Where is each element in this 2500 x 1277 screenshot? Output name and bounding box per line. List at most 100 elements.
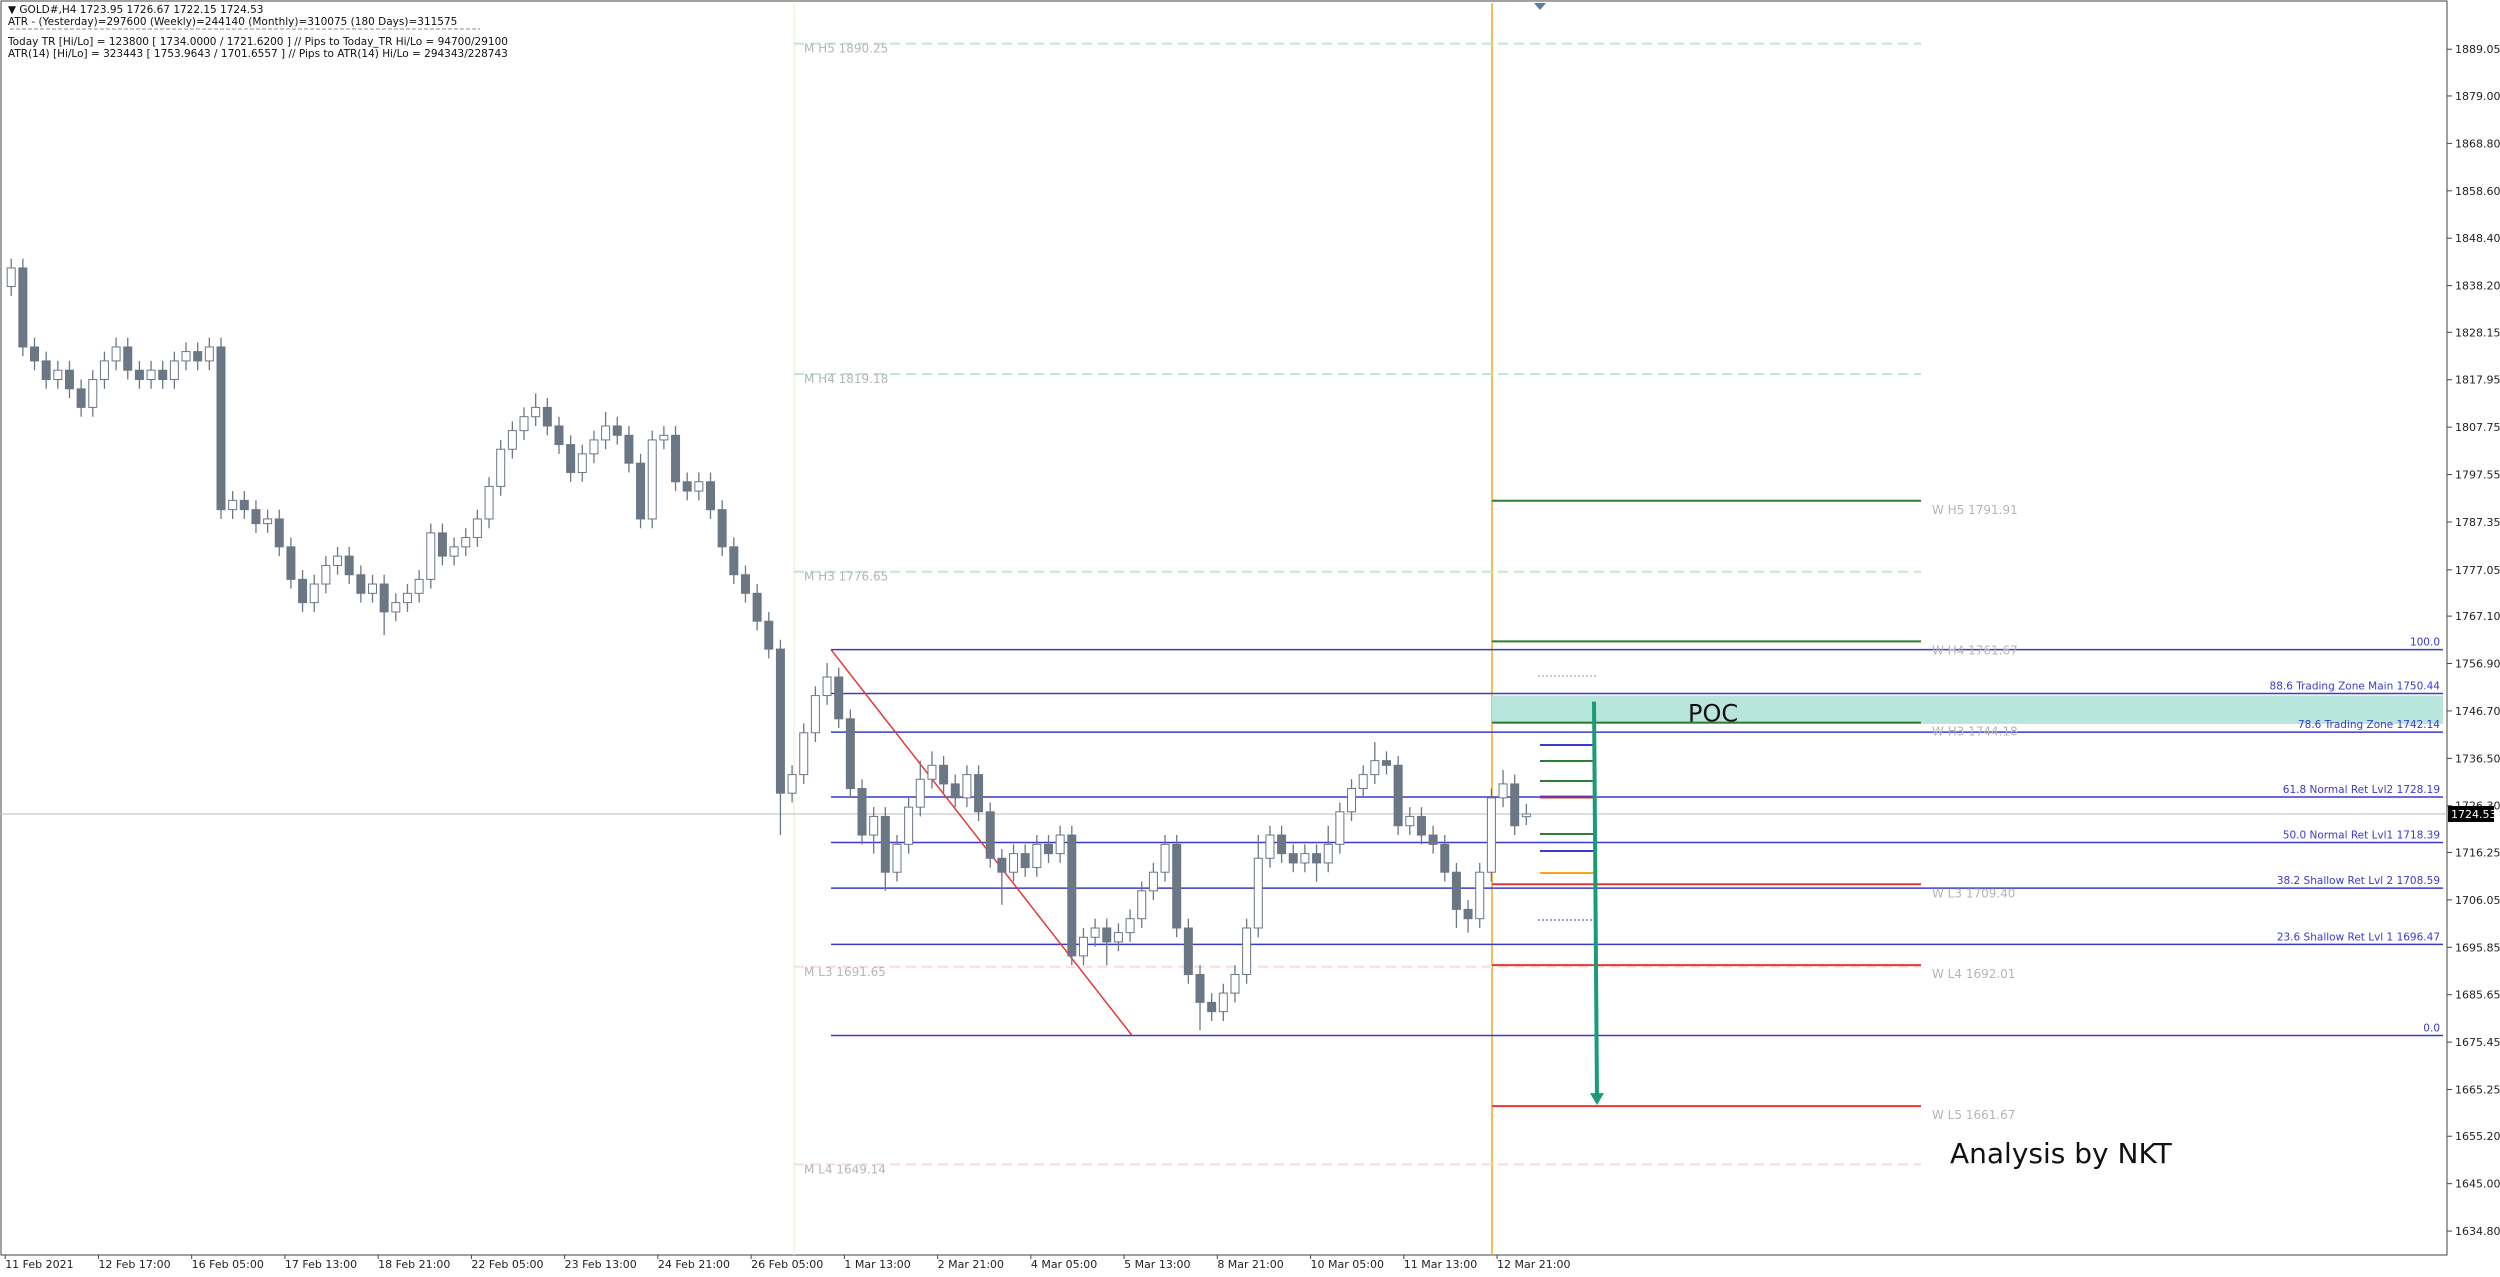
x-tick-label: 8 Mar 21:00 [1217, 1258, 1283, 1271]
candle-body [834, 676, 844, 720]
candle-body [30, 346, 40, 362]
candle-body [1323, 843, 1333, 864]
candle-body [193, 351, 203, 362]
candle-body [1463, 908, 1473, 920]
header-line: ATR(14) [Hi/Lo] = 323443 [ 1753.9643 / 1… [8, 48, 508, 60]
x-tick-label: 1 Mar 13:00 [844, 1258, 910, 1271]
candle-body [950, 783, 960, 799]
y-tick-label: 1848.40 [2455, 232, 2500, 245]
candle-body [1195, 973, 1205, 1003]
header-line: ▼ GOLD#,H4 1723.95 1726.67 1722.15 1724.… [8, 4, 264, 16]
candle-body [472, 518, 482, 539]
candle-body [1160, 843, 1170, 873]
candle-body [274, 518, 284, 548]
candle-body [706, 481, 715, 511]
candle-body [1043, 843, 1053, 855]
candle-body [426, 532, 436, 580]
x-tick-label: 12 Feb 17:00 [98, 1258, 170, 1271]
candle-body [799, 732, 809, 776]
candle-body [1253, 857, 1263, 929]
candle-body [263, 518, 273, 525]
candle-body [1207, 1001, 1217, 1013]
candle-body [1405, 815, 1415, 827]
candle-body [787, 774, 797, 794]
candle-body [810, 695, 820, 734]
annotation: Analysis by NKT [1950, 1137, 2173, 1170]
candle-body [134, 369, 144, 381]
candle-body [344, 555, 354, 576]
candle-body [286, 546, 296, 580]
monthly-level-label: M H3 1776.65 [804, 570, 888, 584]
x-tick-label: 2 Mar 21:00 [938, 1258, 1004, 1271]
fib-level-label: 0.0 [2423, 1023, 2440, 1035]
weekly-level-label: W L5 1661.67 [1932, 1108, 2015, 1122]
candle-body [880, 815, 890, 873]
candle-body [740, 574, 750, 594]
candle-body [181, 351, 191, 362]
candle-body [659, 434, 669, 441]
fib-level-label: 50.0 Normal Ret Lvl1 1718.39 [2283, 830, 2440, 842]
candle-body [857, 788, 867, 836]
candle-body [368, 583, 378, 594]
current-price-box [2448, 805, 2494, 822]
y-tick-label: 1777.05 [2455, 564, 2500, 577]
candle-body [1370, 760, 1380, 776]
candle-body [1090, 927, 1100, 938]
fib-anchor [830, 649, 1133, 1036]
fib-level-label: 100.0 [2410, 637, 2440, 649]
candle-body [239, 499, 249, 511]
candle-body [577, 453, 587, 473]
candle-body [1393, 764, 1403, 827]
fib-level-label: 88.6 Trading Zone Main 1750.44 [2270, 681, 2441, 693]
x-tick-label: 4 Mar 05:00 [1031, 1258, 1097, 1271]
candle-body [414, 578, 424, 594]
candle-body [1055, 834, 1065, 855]
candle-body [111, 346, 121, 362]
candle-body [647, 439, 657, 520]
fib-level-label: 38.2 Shallow Ret Lvl 2 1708.59 [2277, 875, 2440, 887]
x-tick-label: 22 Feb 05:00 [471, 1258, 543, 1271]
candle-body [1335, 811, 1345, 845]
x-tick-label: 10 Mar 05:00 [1311, 1258, 1384, 1271]
candle-body [775, 648, 785, 794]
y-tick-label: 1645.00 [2455, 1178, 2500, 1191]
candle-body [1416, 815, 1426, 836]
y-tick-label: 1889.05 [2455, 43, 2500, 56]
candle-body [216, 346, 226, 511]
y-tick-label: 1746.70 [2455, 705, 2500, 718]
y-tick-label: 1655.20 [2455, 1130, 2500, 1143]
x-tick-label: 18 Feb 21:00 [378, 1258, 450, 1271]
y-tick-label: 1828.15 [2455, 326, 2500, 339]
y-tick-label: 1716.25 [2455, 846, 2500, 859]
candle-body [1300, 853, 1310, 864]
candle-body [461, 537, 471, 548]
candle-body [962, 774, 972, 799]
candle-body [519, 416, 529, 432]
candle-body [333, 555, 343, 566]
candle-body [542, 406, 552, 427]
candle-body [437, 532, 447, 557]
candle-body [915, 778, 925, 808]
monthly-level-label: M H5 1890.25 [804, 42, 888, 56]
candle-body [169, 360, 179, 381]
candle-body [601, 425, 611, 441]
candle-body [729, 546, 739, 576]
x-tick-label: 5 Mar 13:00 [1124, 1258, 1190, 1271]
candle-body [1451, 871, 1461, 910]
candle-body [624, 434, 634, 464]
candle-body [1265, 834, 1275, 859]
candle-body [1381, 760, 1391, 766]
monthly-level-label: M L4 1649.14 [804, 1162, 886, 1176]
x-tick-label: 24 Feb 21:00 [658, 1258, 730, 1271]
candle-body [752, 592, 762, 622]
candle-body [845, 718, 855, 790]
candle-body [1032, 843, 1042, 869]
weekly-level-label: W H3 1744.18 [1932, 725, 2018, 739]
fib-level-label: 61.8 Normal Ret Lvl2 1728.19 [2283, 784, 2440, 796]
candle-body [682, 481, 692, 492]
candle-body [99, 360, 109, 381]
candle-body [496, 448, 506, 487]
